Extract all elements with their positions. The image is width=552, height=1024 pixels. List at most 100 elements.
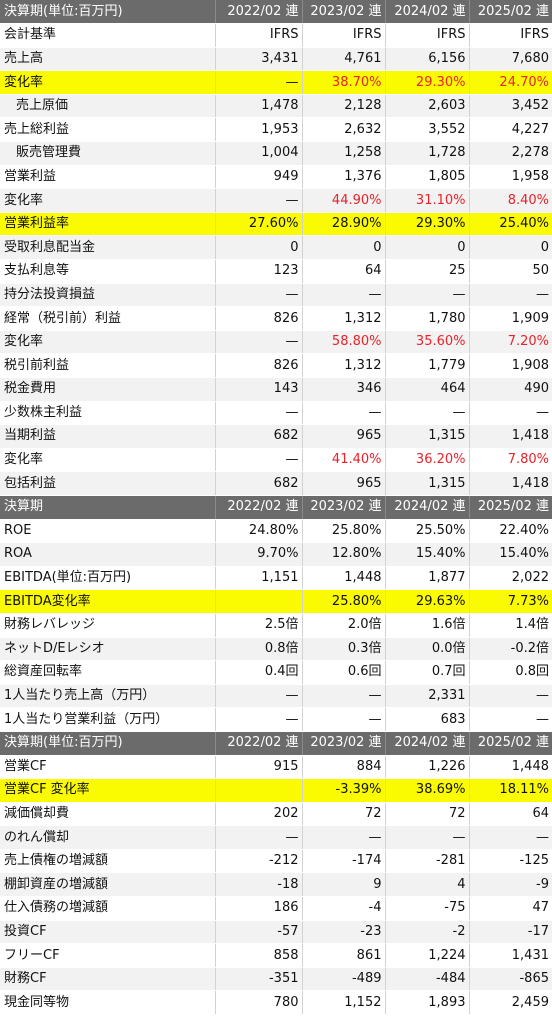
period-header: 2024/02 連 xyxy=(385,731,470,756)
value-cell: -281 xyxy=(385,849,470,874)
value-cell: 1,728 xyxy=(385,141,470,166)
value-cell: 464 xyxy=(385,377,470,402)
value-cell: -23 xyxy=(302,920,386,945)
value-cell: 346 xyxy=(302,377,386,402)
value-cell: 490 xyxy=(469,377,552,402)
row-label: 営業利益 xyxy=(0,165,216,190)
value-cell: -2 xyxy=(385,920,470,945)
value-cell: — xyxy=(469,283,552,308)
value-cell: 1,315 xyxy=(385,471,470,496)
section-header-label: 決算期(単位:百万円) xyxy=(0,0,216,25)
value-cell: -212 xyxy=(215,849,303,874)
value-cell: 3,452 xyxy=(469,94,552,119)
value-cell: 1,893 xyxy=(385,990,470,1016)
table-row: 会計基準 IFRS IFRS IFRS IFRS xyxy=(0,23,552,48)
period-header: 2023/02 連 xyxy=(302,731,386,756)
value-cell: 1,312 xyxy=(302,306,386,331)
table-row: 営業利益率 27.60% 28.90% 29.30% 25.40% xyxy=(0,212,552,237)
value-cell: -9 xyxy=(469,872,552,898)
value-cell: — xyxy=(215,70,303,95)
value-cell: -865 xyxy=(469,967,552,992)
value-cell xyxy=(215,778,303,803)
value-cell: 1.4倍 xyxy=(469,613,552,638)
value-cell: 1,224 xyxy=(385,943,470,968)
value-cell: 25.80% xyxy=(302,589,386,614)
table-row: 少数株主利益 — — — — xyxy=(0,401,552,426)
value-cell: — xyxy=(302,283,386,308)
period-header: 2023/02 連 xyxy=(302,495,386,520)
value-cell: 35.60% xyxy=(385,330,470,355)
value-cell: 965 xyxy=(302,471,386,496)
value-cell: 29.30% xyxy=(385,212,470,237)
value-cell: 826 xyxy=(215,353,303,378)
value-cell: 949 xyxy=(215,165,303,190)
value-cell: — xyxy=(215,401,303,426)
value-cell: 72 xyxy=(302,802,386,827)
section-header-row: 決算期(単位:百万円) 2022/02 連 2023/02 連 2024/02 連 20… xyxy=(0,731,552,756)
period-header: 2022/02 連 xyxy=(215,0,303,25)
value-cell: 1,376 xyxy=(302,165,386,190)
value-cell: -489 xyxy=(302,967,386,992)
value-cell: 0 xyxy=(469,235,552,261)
value-cell: 9.70% xyxy=(215,542,303,567)
row-label: 会計基準 xyxy=(0,23,216,48)
section-header-label: 決算期(単位:百万円) xyxy=(0,731,216,756)
value-cell: 682 xyxy=(215,424,303,449)
period-header: 2025/02 連 xyxy=(469,731,552,756)
value-cell: 2,022 xyxy=(469,566,552,591)
value-cell: 6,156 xyxy=(385,47,470,72)
value-cell: 25.50% xyxy=(385,519,470,544)
value-cell: — xyxy=(215,188,303,213)
table-row: 変化率 —44.90% 31.10% 8.40% xyxy=(0,188,552,213)
period-header: 2023/02 連 xyxy=(302,0,386,25)
table-row: 財務レバレッジ 2.5倍 2.0倍 1.6倍 1.4倍 xyxy=(0,613,552,638)
value-cell: 2,278 xyxy=(469,141,552,166)
value-cell: — xyxy=(302,707,386,732)
value-cell: 0.6回 xyxy=(302,660,386,685)
table-row: 税引前利益 826 1,312 1,779 1,908 xyxy=(0,353,552,378)
row-label: ROE xyxy=(0,519,216,544)
row-label: 総資産回転率 xyxy=(0,660,216,685)
table-row: EBITDA(単位:百万円) 1,151 1,448 1,877 2,022 xyxy=(0,566,552,591)
row-label: 販売管理費 xyxy=(0,141,216,166)
value-cell: 27.60% xyxy=(215,212,303,237)
row-label: 1人当たり営業利益（万円） xyxy=(0,707,216,732)
value-cell: 1,226 xyxy=(385,755,470,780)
value-cell: 1,431 xyxy=(469,943,552,968)
period-header: 2025/02 連 xyxy=(469,0,552,25)
section-header-row: 決算期(単位:百万円) 2022/02 連 2023/02 連 2024/02 連 20… xyxy=(0,0,552,25)
row-label: 売上原価 xyxy=(0,94,216,119)
value-cell: 7,680 xyxy=(469,47,552,72)
row-label: 受取利息配当金 xyxy=(0,235,216,261)
value-cell: 1,908 xyxy=(469,353,552,378)
row-label: ネットD/Eレシオ xyxy=(0,637,216,662)
value-cell: — xyxy=(302,401,386,426)
value-cell: -17 xyxy=(469,920,552,945)
value-cell: 31.10% xyxy=(385,188,470,213)
value-cell: 7.73% xyxy=(469,589,552,614)
value-cell: 1,418 xyxy=(469,424,552,449)
value-cell: 2.0倍 xyxy=(302,613,386,638)
value-cell: 15.40% xyxy=(385,542,470,567)
value-cell: 1,151 xyxy=(215,566,303,591)
value-cell: — xyxy=(215,330,303,355)
value-cell: 186 xyxy=(215,896,303,921)
value-cell: 1,953 xyxy=(215,117,303,143)
value-cell: IFRS xyxy=(469,23,552,48)
row-label: 売上高 xyxy=(0,47,216,72)
table-row: 棚卸資産の増減額 -18 9 4 -9 xyxy=(0,872,552,898)
row-label: 営業CF 変化率 xyxy=(0,778,216,803)
value-cell: 1,418 xyxy=(469,471,552,496)
value-cell: 24.80% xyxy=(215,519,303,544)
row-label: 仕入債務の増減額 xyxy=(0,896,216,921)
table-row: 税金費用 143 346 464 490 xyxy=(0,377,552,402)
table-row: 持分法投資損益 — — — — xyxy=(0,283,552,308)
period-header: 2024/02 連 xyxy=(385,495,470,520)
row-label: 税引前利益 xyxy=(0,353,216,378)
value-cell: IFRS xyxy=(302,23,386,48)
table-row: 販売管理費 1,004 1,258 1,728 2,278 xyxy=(0,141,552,166)
value-cell: 7.80% xyxy=(469,448,552,473)
value-cell: — xyxy=(385,401,470,426)
